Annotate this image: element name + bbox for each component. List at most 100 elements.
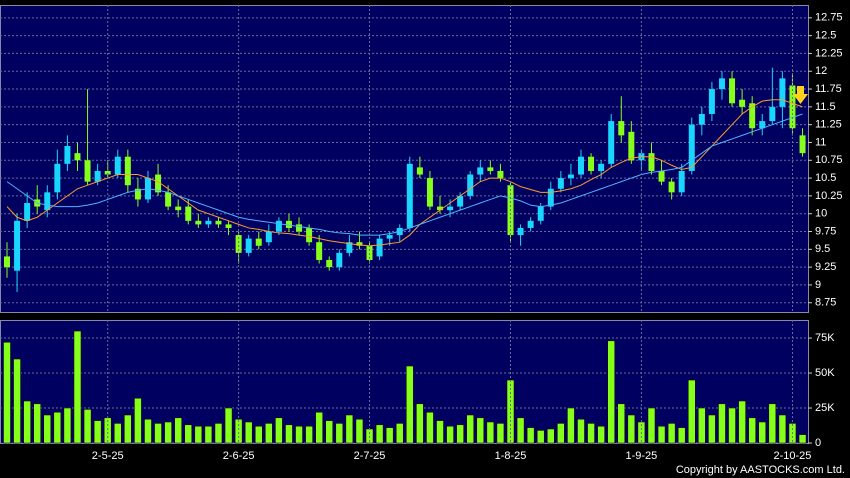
volume-bar bbox=[698, 407, 706, 444]
candle-body bbox=[134, 188, 141, 200]
volume-bar bbox=[244, 421, 253, 444]
candle-body bbox=[537, 206, 544, 221]
y-tick-label: 12 bbox=[815, 65, 827, 77]
y-tick-label: 10.5 bbox=[815, 172, 836, 184]
candle-body bbox=[547, 188, 554, 207]
volume-bar bbox=[224, 407, 233, 444]
volume-bar bbox=[355, 418, 364, 444]
candle-body bbox=[678, 170, 685, 193]
volume-bar bbox=[728, 407, 736, 444]
volume-bar bbox=[285, 424, 293, 444]
volume-bar bbox=[526, 427, 535, 444]
volume-bar bbox=[708, 414, 716, 444]
volume-bar bbox=[53, 411, 62, 444]
volume-bar bbox=[63, 407, 72, 444]
volume-bar bbox=[174, 417, 182, 444]
volume-bar bbox=[73, 330, 82, 444]
volume-bar bbox=[567, 407, 575, 444]
volume-bar bbox=[768, 403, 777, 444]
candle-body bbox=[195, 220, 202, 225]
candle-body bbox=[255, 238, 262, 246]
volume-bar bbox=[13, 358, 21, 444]
volume-bar bbox=[43, 414, 52, 444]
volume-bar bbox=[466, 414, 474, 444]
candle-body bbox=[769, 106, 776, 122]
candle-body bbox=[306, 227, 313, 243]
volume-bar bbox=[557, 423, 565, 444]
candle-body bbox=[346, 242, 353, 253]
y-tick-label: 8.75 bbox=[815, 297, 836, 309]
candle-body bbox=[618, 121, 625, 136]
volume-bar bbox=[456, 424, 464, 444]
volume-bar bbox=[325, 420, 333, 444]
candle-body bbox=[265, 231, 272, 243]
x-tick-label: 2-5-25 bbox=[92, 450, 124, 462]
y-tick-label: 12.25 bbox=[815, 47, 843, 59]
y-tick-label: 9.25 bbox=[815, 261, 836, 273]
candle-body bbox=[366, 245, 373, 261]
candle-body bbox=[44, 192, 51, 211]
signal-arrow bbox=[793, 86, 808, 104]
candle-body bbox=[517, 227, 524, 236]
volume-bar bbox=[436, 420, 444, 444]
volume-bar bbox=[607, 340, 615, 444]
volume-bar bbox=[124, 414, 132, 444]
candle-body bbox=[447, 206, 454, 211]
y-tick-label: 11.5 bbox=[815, 101, 836, 113]
copyright: Copyright by AASTOCKS.com Ltd. bbox=[676, 464, 845, 476]
candle-body bbox=[497, 170, 504, 179]
candle-body bbox=[437, 206, 444, 211]
candle-body bbox=[296, 224, 303, 232]
candle-body bbox=[245, 238, 252, 253]
volume-bar bbox=[496, 423, 505, 444]
volume-bar bbox=[144, 418, 152, 444]
y-tick-label: 10.75 bbox=[815, 154, 843, 166]
candle-body bbox=[718, 78, 725, 90]
candle-body bbox=[779, 78, 786, 107]
volume-bar bbox=[134, 397, 142, 444]
volume-bar bbox=[93, 420, 102, 444]
candle-body bbox=[215, 220, 222, 225]
candle-body bbox=[386, 235, 393, 239]
volume-bar bbox=[234, 418, 243, 444]
candle-body bbox=[598, 163, 605, 171]
y-tick-label: 11.25 bbox=[815, 119, 842, 131]
volume-bar bbox=[718, 403, 726, 444]
volume-bar bbox=[758, 421, 766, 444]
volume-bar bbox=[3, 341, 11, 444]
candle-body bbox=[104, 170, 111, 175]
moving-average-line bbox=[6, 113, 803, 236]
volume-bar bbox=[335, 423, 344, 444]
volume-bar bbox=[416, 403, 424, 444]
candle-body bbox=[185, 206, 192, 221]
candle-body bbox=[165, 192, 172, 207]
candle-body bbox=[457, 195, 464, 207]
y-tick-label: 9.5 bbox=[815, 243, 830, 255]
volume-panel bbox=[0, 320, 809, 444]
x-tick-label: 2-6-25 bbox=[223, 450, 255, 462]
volume-bar bbox=[154, 423, 162, 444]
candle-body bbox=[406, 163, 413, 228]
volume-bar bbox=[255, 425, 263, 444]
candle-body bbox=[628, 131, 635, 161]
x-tick-label: 1-9-25 bbox=[626, 450, 658, 462]
candle-body bbox=[54, 163, 61, 193]
candle-body bbox=[356, 242, 363, 246]
volume-bar bbox=[265, 423, 273, 444]
y-tick-label: 75K bbox=[815, 332, 835, 344]
y-tick-label: 12.5 bbox=[815, 30, 836, 42]
candle-body bbox=[527, 220, 534, 228]
volume-bar bbox=[778, 414, 787, 444]
y-tick-label: 11.75 bbox=[815, 83, 842, 95]
volume-bar bbox=[577, 418, 585, 444]
candle-body bbox=[749, 103, 756, 129]
candle-body bbox=[799, 135, 806, 154]
candle-body bbox=[577, 156, 584, 175]
volume-bar bbox=[426, 411, 434, 444]
volume-bar bbox=[345, 414, 354, 444]
volume-bar bbox=[385, 427, 394, 444]
volume-bar bbox=[748, 417, 756, 444]
candle-body bbox=[94, 170, 101, 182]
candle-body bbox=[275, 220, 282, 232]
y-tick-label: 25K bbox=[815, 402, 835, 414]
